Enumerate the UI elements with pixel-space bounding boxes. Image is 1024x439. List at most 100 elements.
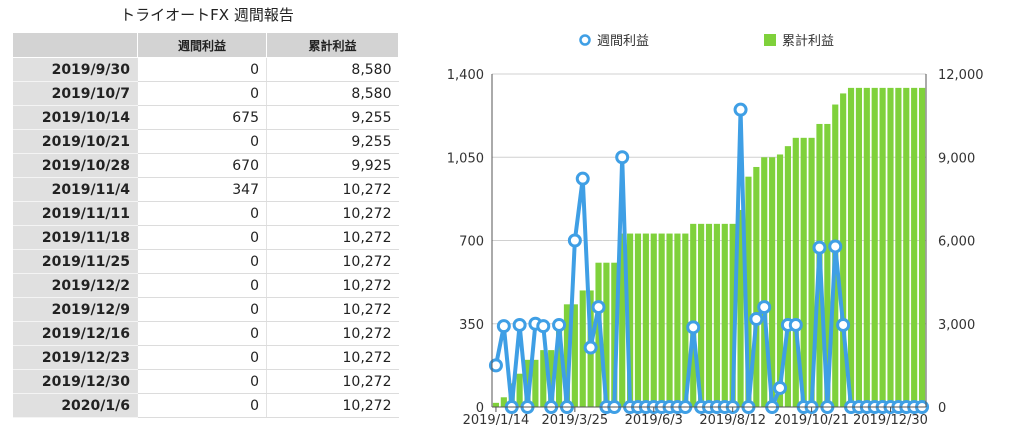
cumulative-bar — [634, 233, 642, 407]
right-axis-tick-label: 9,000 — [938, 151, 975, 166]
row-date: 2019/10/28 — [12, 153, 138, 178]
row-cumulative-profit: 10,272 — [266, 201, 399, 226]
cumulative-bar — [871, 87, 878, 407]
x-axis-tick-label: 2019/12/30 — [853, 413, 928, 428]
table-row: 2019/12/9 0 10,272 — [12, 297, 399, 322]
left-axis-tick-label: 1,050 — [447, 151, 484, 166]
row-weekly-profit: 0 — [137, 369, 267, 394]
table-row: 2019/11/25 0 10,272 — [12, 249, 399, 274]
cumulative-bar — [855, 87, 863, 407]
cumulative-bar — [887, 87, 894, 407]
cumulative-bar — [619, 233, 626, 407]
cumulative-bar — [492, 402, 500, 407]
weekly-profit-point — [488, 358, 503, 373]
table-row: 2019/10/14 675 9,255 — [12, 105, 399, 130]
row-weekly-profit: 0 — [137, 57, 267, 82]
cumulative-bar — [792, 137, 799, 407]
table-row: 2019/9/30 0 8,580 — [12, 57, 399, 82]
cumulative-bar — [705, 223, 713, 407]
header-weekly-profit: 週間利益 — [137, 32, 267, 58]
cumulative-bar — [658, 233, 665, 407]
legend-cumulative-label: 累計利益 — [782, 33, 834, 49]
weekly-profit-point — [575, 171, 590, 186]
table-body: 2019/9/30 0 8,580 2019/10/7 0 8,580 2019/10/14… — [12, 57, 399, 418]
cumulative-bar — [627, 233, 634, 407]
weekly-profit-point — [812, 240, 827, 255]
row-cumulative-profit: 9,255 — [266, 129, 399, 154]
cumulative-bar — [911, 87, 918, 407]
legend-line-marker — [579, 34, 591, 46]
table-row: 2019/12/16 0 10,272 — [12, 321, 399, 346]
axes: 0 350 700 1,050 1,400 0 3,000 6,000 9,000 12,000 2… — [447, 68, 984, 428]
left-axis-tick-label: 1,400 — [447, 68, 484, 83]
cumulative-bar — [563, 304, 571, 407]
row-weekly-profit: 0 — [137, 201, 267, 226]
weekly-profit-point — [615, 150, 630, 165]
cumulative-bar — [642, 233, 649, 407]
cumulative-bar — [895, 87, 902, 407]
cumulative-bar — [548, 350, 555, 407]
cumulative-bar — [603, 262, 610, 407]
weekly-profit-point — [536, 319, 551, 334]
left-axis-tick-label: 0 — [476, 401, 484, 416]
cumulative-bar — [611, 262, 618, 407]
row-cumulative-profit: 9,925 — [266, 153, 399, 178]
row-date: 2019/11/18 — [12, 225, 138, 250]
weekly-profit-point — [567, 233, 582, 248]
row-date: 2019/12/30 — [12, 369, 138, 394]
row-cumulative-profit: 10,272 — [266, 273, 399, 298]
cumulative-bar — [903, 87, 910, 407]
cumulative-bar — [666, 233, 673, 407]
legend: 週間利益 累計利益 — [579, 33, 834, 49]
cumulative-bar — [540, 350, 547, 407]
row-date: 2019/11/25 — [12, 249, 138, 274]
table-row: 2019/11/4 347 10,272 — [12, 177, 399, 202]
row-date: 2019/9/30 — [12, 57, 138, 82]
weekly-profit-point — [496, 319, 511, 334]
left-axis-tick-label: 700 — [459, 235, 484, 250]
table-row: 2019/11/18 0 10,272 — [12, 225, 399, 250]
row-weekly-profit: 670 — [137, 153, 267, 178]
left-axis-tick-label: 350 — [459, 318, 484, 333]
table-row: 2019/12/2 0 10,272 — [12, 273, 399, 298]
weekly-profit-point — [733, 102, 748, 117]
row-cumulative-profit: 10,272 — [266, 321, 399, 346]
table-row: 2019/10/7 0 8,580 — [12, 81, 399, 106]
row-weekly-profit: 675 — [137, 105, 267, 130]
row-cumulative-profit: 10,272 — [266, 249, 399, 274]
x-axis-tick-label: 2019/1/14 — [463, 413, 530, 428]
row-cumulative-profit: 10,272 — [266, 225, 399, 250]
row-date: 2019/10/7 — [12, 81, 138, 106]
x-axis-tick-label: 2019/10/21 — [774, 413, 849, 428]
row-cumulative-profit: 10,272 — [266, 369, 399, 394]
cumulative-bar — [571, 304, 578, 407]
row-date: 2019/11/4 — [12, 177, 138, 202]
table-row: 2019/10/28 670 9,925 — [12, 153, 399, 178]
weekly-profit-point — [512, 317, 527, 332]
row-cumulative-profit: 8,580 — [266, 57, 399, 82]
cumulative-bar — [698, 223, 705, 407]
weekly-report-table: 週間利益 累計利益 2019/9/30 0 8,580 2019/10/7 0 8,580… — [12, 32, 399, 418]
row-weekly-profit: 0 — [137, 321, 267, 346]
weekly-profit-point — [773, 380, 788, 395]
cumulative-bar — [500, 397, 507, 407]
report-title: トライオートFX 週間報告 — [120, 6, 294, 24]
right-axis-tick-label: 0 — [938, 401, 946, 416]
cumulative-bar — [863, 87, 870, 407]
profit-chart: 0 350 700 1,050 1,400 0 3,000 6,000 9,000 12,000 2… — [447, 33, 984, 428]
cumulative-bar — [650, 233, 657, 407]
cumulative-bar — [555, 330, 563, 407]
row-weekly-profit: 0 — [137, 129, 267, 154]
cumulative-bar — [579, 290, 586, 407]
weekly-profit-point — [836, 317, 851, 332]
header-cumulative-profit: 累計利益 — [266, 32, 399, 58]
row-date: 2019/12/16 — [12, 321, 138, 346]
cumulative-bar — [776, 154, 784, 407]
weekly-profit-point — [749, 311, 764, 326]
x-axis-tick-label: 2019/6/3 — [625, 413, 683, 428]
right-axis-tick-label: 6,000 — [938, 235, 975, 250]
cumulative-bar — [595, 262, 602, 407]
cumulative-bar — [918, 87, 926, 407]
row-date: 2019/12/9 — [12, 297, 138, 322]
row-date: 2019/10/14 — [12, 105, 138, 130]
